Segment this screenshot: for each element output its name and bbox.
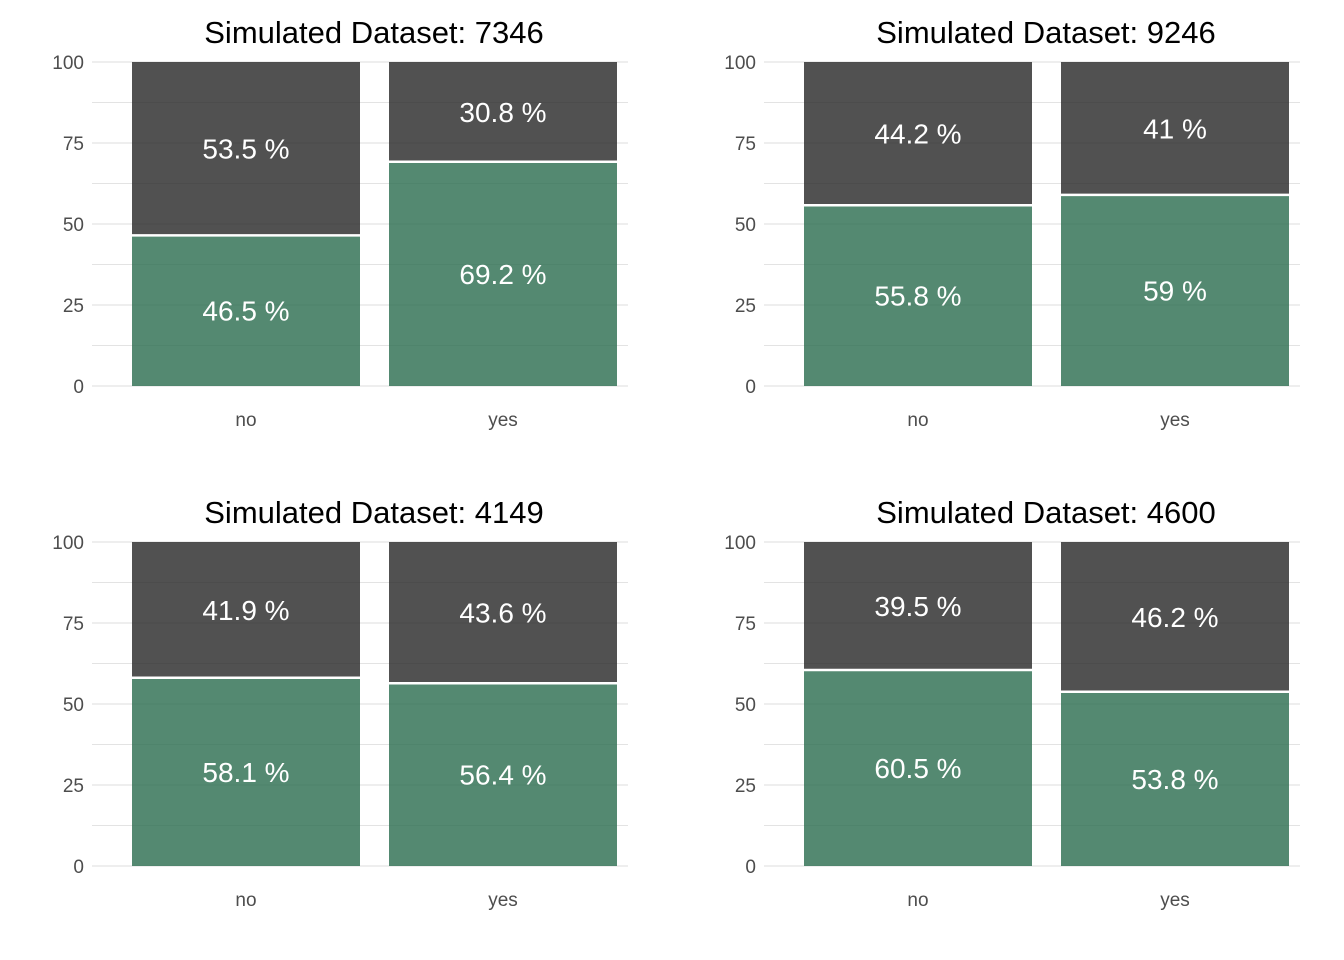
y-tick-label: 50 (735, 215, 756, 236)
bar-value-label: 39.5 % (874, 591, 961, 622)
x-tick-label: no (907, 410, 928, 431)
bar-segment-no-lower (132, 235, 360, 386)
chart-svg: 0 25 50 75 100 46.5 % 53.5 % no 69.2 % 30.8 % yes S… (52, 15, 628, 431)
chart-title: Simulated Dataset: 7346 (204, 15, 544, 50)
bar-value-label: 41.9 % (202, 595, 289, 626)
bar-value-label: 58.1 % (202, 757, 289, 788)
bar-value-label: 46.5 % (202, 296, 289, 327)
bar-value-label: 60.5 % (874, 753, 961, 784)
bar-value-label: 53.5 % (202, 134, 289, 165)
bar-segment-yes-lower (389, 161, 617, 386)
x-tick-label: no (235, 410, 256, 431)
y-tick-label: 75 (63, 134, 84, 155)
y-tick-label: 50 (735, 695, 756, 716)
bar-value-label: 53.8 % (1131, 764, 1218, 795)
y-tick-label: 0 (73, 377, 84, 398)
bar-segment-yes-lower (389, 683, 617, 866)
chart-title: Simulated Dataset: 4149 (204, 495, 544, 530)
bar-segment-yes-lower (1061, 691, 1289, 866)
bar-value-label: 30.8 % (459, 97, 546, 128)
bar-value-label: 59 % (1143, 275, 1207, 306)
y-tick-label: 0 (745, 377, 756, 398)
chart-panel-3: 0 25 50 75 100 58.1 % 41.9 % no 56.4 % 43.6 % yes S… (0, 480, 672, 960)
y-tick-label: 75 (735, 134, 756, 155)
y-tick-label: 100 (724, 53, 756, 74)
y-tick-label: 0 (745, 857, 756, 878)
chart-svg: 0 25 50 75 100 58.1 % 41.9 % no 56.4 % 43.6 % yes S… (52, 495, 628, 911)
y-tick-label: 25 (735, 776, 756, 797)
chart-panel-1: 0 25 50 75 100 46.5 % 53.5 % no 69.2 % 30.8 % yes S… (0, 0, 672, 480)
bar-value-label: 46.2 % (1131, 602, 1218, 633)
y-tick-label: 50 (63, 215, 84, 236)
bar-value-label: 55.8 % (874, 281, 961, 312)
chart-svg: 0 25 50 75 100 55.8 % 44.2 % no 59 % 41 % yes Simul… (724, 15, 1300, 431)
bar-segment-yes-upper (1061, 62, 1289, 195)
bar-segment-no-lower (804, 205, 1032, 386)
y-tick-label: 100 (52, 53, 84, 74)
chart-title: Simulated Dataset: 4600 (876, 495, 1216, 530)
bar-value-label: 41 % (1143, 113, 1207, 144)
bar-value-label: 69.2 % (459, 259, 546, 290)
bar-value-label: 43.6 % (459, 598, 546, 629)
bar-segment-no-upper (132, 62, 360, 236)
bar-segment-yes-lower (1061, 194, 1289, 386)
x-tick-label: yes (1160, 890, 1190, 911)
y-tick-label: 50 (63, 695, 84, 716)
y-tick-label: 25 (63, 776, 84, 797)
bar-segment-yes-upper (1061, 542, 1289, 692)
x-tick-label: no (907, 890, 928, 911)
y-tick-label: 100 (724, 533, 756, 554)
bar-value-label: 44.2 % (874, 119, 961, 150)
y-tick-label: 25 (63, 296, 84, 317)
bar-segment-no-upper (804, 542, 1032, 670)
bar-segment-yes-upper (389, 62, 617, 162)
chart-panel-2: 0 25 50 75 100 55.8 % 44.2 % no 59 % 41 % yes Simul… (672, 0, 1344, 480)
chart-panel-4: 0 25 50 75 100 60.5 % 39.5 % no 53.8 % 46.2 % yes S… (672, 480, 1344, 960)
x-tick-label: yes (1160, 410, 1190, 431)
bar-segment-no-lower (804, 669, 1032, 866)
chart-title: Simulated Dataset: 9246 (876, 15, 1216, 50)
x-tick-label: yes (488, 410, 518, 431)
x-tick-label: yes (488, 890, 518, 911)
y-tick-label: 0 (73, 857, 84, 878)
y-tick-label: 100 (52, 533, 84, 554)
bar-segment-no-lower (132, 677, 360, 866)
bar-segment-no-upper (132, 542, 360, 678)
bar-segment-yes-upper (389, 542, 617, 684)
bar-segment-no-upper (804, 62, 1032, 206)
y-tick-label: 75 (63, 614, 84, 635)
bar-value-label: 56.4 % (459, 760, 546, 791)
y-tick-label: 75 (735, 614, 756, 635)
x-tick-label: no (235, 890, 256, 911)
y-tick-label: 25 (735, 296, 756, 317)
chart-svg: 0 25 50 75 100 60.5 % 39.5 % no 53.8 % 46.2 % yes S… (724, 495, 1300, 911)
